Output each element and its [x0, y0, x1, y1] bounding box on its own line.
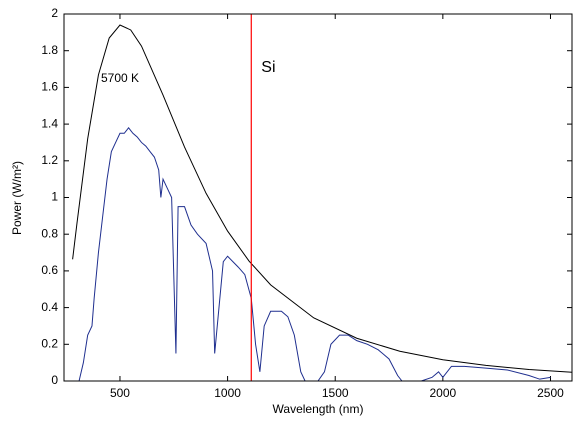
x-tick-label: 1000 [214, 386, 241, 400]
x-tick-label: 500 [110, 386, 130, 400]
series-label: 5700 K [101, 71, 139, 85]
series-line [78, 126, 551, 381]
y-tick-label: 0.8 [41, 226, 58, 240]
y-axis-label: Power (W/m²) [10, 161, 24, 235]
y-tick-label: 1 [51, 190, 58, 204]
x-tick-label: 2500 [537, 386, 564, 400]
plot-frame [63, 13, 573, 382]
y-tick-label: 0.4 [41, 300, 58, 314]
y-tick-label: 0 [51, 373, 58, 387]
y-tick-label: 1.2 [41, 153, 58, 167]
x-axis-label: Wavelength (nm) [273, 402, 364, 416]
y-tick-label: 0.6 [41, 263, 58, 277]
y-tick-label: 1.6 [41, 80, 58, 94]
y-tick-label: 1.4 [41, 116, 58, 130]
x-tick-label: 2000 [429, 386, 456, 400]
y-tick-label: 1.8 [41, 43, 58, 57]
series-line [72, 24, 572, 373]
y-tick-label: 2 [51, 6, 58, 20]
marker-label: Si [261, 59, 275, 76]
x-tick-label: 1500 [322, 386, 349, 400]
y-tick-label: 0.2 [41, 336, 58, 350]
